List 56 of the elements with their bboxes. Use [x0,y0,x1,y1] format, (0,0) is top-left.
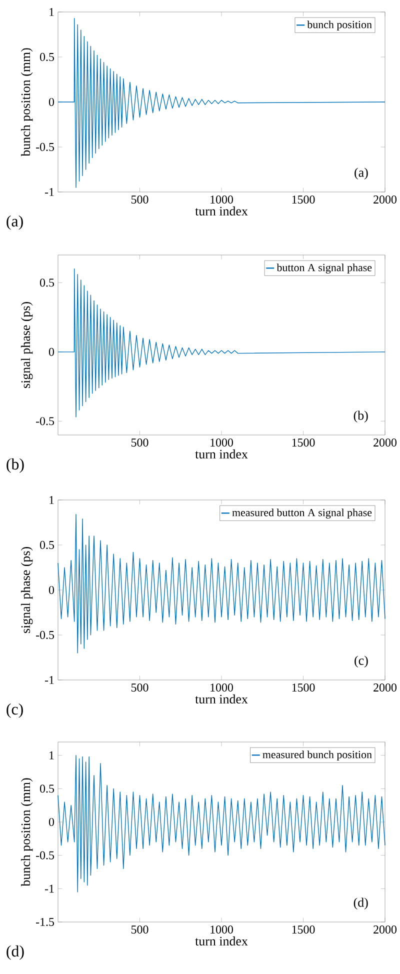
x-tick-label: 2000 [374,684,396,692]
y-tick-label: -0.5 [36,630,54,640]
annotation: (c) [354,656,368,668]
y-tick-label: -1 [44,188,54,196]
legend-label: bunch position [307,20,372,31]
y-tick-label: -0.5 [36,417,54,426]
x-tick-label: 2000 [374,926,396,934]
y-tick-label: 0.5 [40,278,54,287]
y-tick-label: 0.5 [40,52,54,62]
x-tick-label: 1500 [292,438,315,447]
y-tick-label: 0.5 [40,784,54,793]
x-tick-label: 500 [131,196,148,204]
y-tick-label: -0.5 [36,142,54,152]
y-tick-label: 1 [50,8,54,16]
x-tick-label: 1000 [210,438,233,447]
x-tick-label: 500 [131,684,148,692]
y-tick-label: 0 [48,348,54,356]
legend-label: measured button A signal phase [232,508,372,519]
y-axis-title: signal phase (ps) [20,302,33,388]
text: (c) [6,703,23,718]
y-tick-label: 0 [48,586,54,594]
y-tick-label: 1 [50,751,54,760]
x-tick-label: 1500 [292,196,315,204]
text: (d) [6,945,24,960]
y-tick-label: 0 [48,818,54,826]
x-axis-title: turn index [195,936,248,946]
legend-label: measured bunch position [262,750,372,761]
line-series [58,18,386,188]
y-tick-label: -1 [44,884,54,893]
y-tick-label: 1 [50,496,54,504]
y-tick-label: -0.5 [36,851,54,860]
y-tick-label: -1 [44,676,54,684]
x-tick-label: 2000 [374,196,396,204]
x-tick-label: 1500 [292,684,315,692]
y-axis-title: bunch position (mm) [20,48,33,156]
x-tick-label: 1000 [210,926,233,934]
x-axis-title: turn index [195,206,248,216]
legend-label: button A signal phase [276,264,372,274]
annotation: (d) [354,898,368,910]
x-tick-label: 1500 [292,926,315,934]
annotation: (a) [354,168,368,180]
text: (a) [6,215,23,230]
x-tick-label: 2000 [374,438,396,447]
y-tick-label: 0 [48,98,54,106]
y-tick-label: -1.5 [36,918,54,926]
annotation: (b) [354,410,368,422]
y-axis-title: bunch position (mm) [20,778,33,886]
y-axis-title: signal phase (ps) [20,547,33,633]
y-tick-label: 0.5 [40,540,54,550]
x-tick-label: 500 [131,926,148,934]
x-axis-title: turn index [195,694,248,704]
x-axis-title: turn index [195,449,248,459]
x-tick-label: 1000 [210,684,233,692]
x-tick-label: 1000 [210,196,233,204]
x-tick-label: 500 [131,438,148,447]
text: (b) [6,458,24,473]
